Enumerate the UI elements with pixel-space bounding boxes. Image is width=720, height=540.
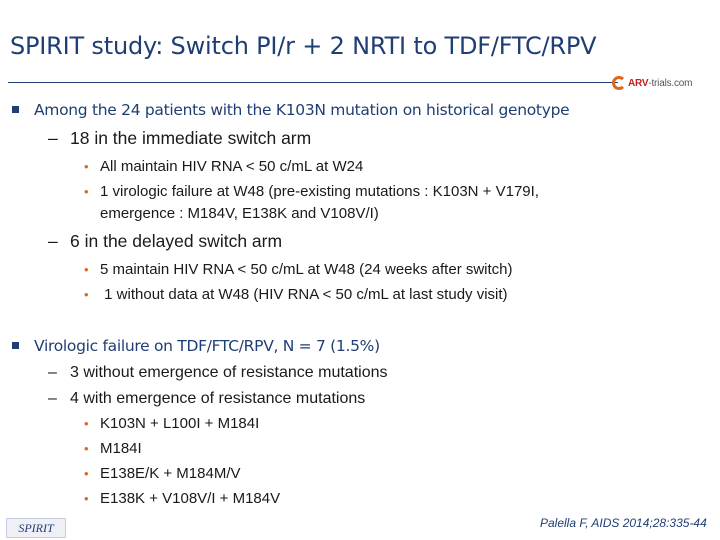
list-item: • K103N + L100I + M184I xyxy=(84,415,259,432)
page-title: SPIRIT study: Switch PI/r + 2 NRTI to TD… xyxy=(10,32,597,60)
section2-sub2: –4 with emergence of resistance mutation… xyxy=(48,390,365,408)
list-item-text: All maintain HIV RNA < 50 c/mL at W24 xyxy=(100,158,364,175)
dot-bullet-icon: • xyxy=(84,491,89,506)
logo-suffix: -trials.com xyxy=(648,77,693,89)
dash-bullet-icon: – xyxy=(48,364,57,381)
dot-bullet-icon: • xyxy=(84,262,89,277)
title-divider xyxy=(8,82,618,83)
dot-bullet-icon: • xyxy=(84,466,89,481)
list-item-text: K103N + L100I + M184I xyxy=(100,415,260,432)
dot-bullet-icon: • xyxy=(84,287,89,302)
section2-sub1-label: 3 without emergence of resistance mutati… xyxy=(70,364,388,381)
section1-sub1: –18 in the immediate switch arm xyxy=(48,128,311,149)
list-item-text: E138E/K + M184M/V xyxy=(100,465,241,482)
dash-bullet-icon: – xyxy=(48,231,58,251)
dot-bullet-icon: • xyxy=(84,184,89,199)
list-item: • All maintain HIV RNA < 50 c/mL at W24 xyxy=(84,158,363,175)
dash-bullet-icon: – xyxy=(48,390,57,407)
square-bullet-icon xyxy=(12,106,19,113)
list-item-text: 1 virologic failure at W48 (pre-existing… xyxy=(100,183,539,200)
arv-trials-logo: ARV-trials.com xyxy=(612,74,712,92)
dot-bullet-icon: • xyxy=(84,159,89,174)
section2-heading-text: Virologic failure on TDF/FTC/RPV, N = 7 … xyxy=(34,337,380,355)
list-item: • 1 without data at W48 (HIV RNA < 50 c/… xyxy=(84,286,508,303)
section1-sub2: –6 in the delayed switch arm xyxy=(48,231,282,252)
list-item-text: 5 maintain HIV RNA < 50 c/mL at W48 (24 … xyxy=(100,261,513,278)
study-tag: SPIRIT xyxy=(6,518,66,538)
list-item: • E138K + V108V/I + M184V xyxy=(84,490,280,507)
square-bullet-icon xyxy=(12,342,19,349)
list-item: • E138E/K + M184M/V xyxy=(84,465,241,482)
dot-bullet-icon: • xyxy=(84,441,89,456)
list-item-text: E138K + V108V/I + M184V xyxy=(100,490,281,507)
section1-sub1-label: 18 in the immediate switch arm xyxy=(70,128,312,148)
citation: Palella F, AIDS 2014;28:335-44 xyxy=(540,516,707,530)
list-item: • 5 maintain HIV RNA < 50 c/mL at W48 (24… xyxy=(84,261,513,278)
list-item-continuation: emergence : M184V, E138K and V108V/I) xyxy=(100,205,379,222)
logo-brand: ARV xyxy=(628,77,649,89)
section2-heading: Virologic failure on TDF/FTC/RPV, N = 7 … xyxy=(12,337,380,355)
list-item-text: M184I xyxy=(100,440,142,457)
section1-heading: Among the 24 patients with the K103N mut… xyxy=(12,101,570,119)
dash-bullet-icon: – xyxy=(48,128,58,148)
logo-text: ARV-trials.com xyxy=(628,78,692,89)
list-item: • M184I xyxy=(84,440,142,457)
list-item-text: 1 without data at W48 (HIV RNA < 50 c/mL… xyxy=(100,286,508,303)
list-item: • 1 virologic failure at W48 (pre-existin… xyxy=(84,183,539,200)
section1-sub2-label: 6 in the delayed switch arm xyxy=(70,231,283,251)
section2-sub1: –3 without emergence of resistance mutat… xyxy=(48,364,388,382)
logo-swirl-icon xyxy=(612,76,626,90)
dot-bullet-icon: • xyxy=(84,416,89,431)
section1-heading-text: Among the 24 patients with the K103N mut… xyxy=(34,101,570,119)
section2-sub2-label: 4 with emergence of resistance mutations xyxy=(70,390,366,407)
